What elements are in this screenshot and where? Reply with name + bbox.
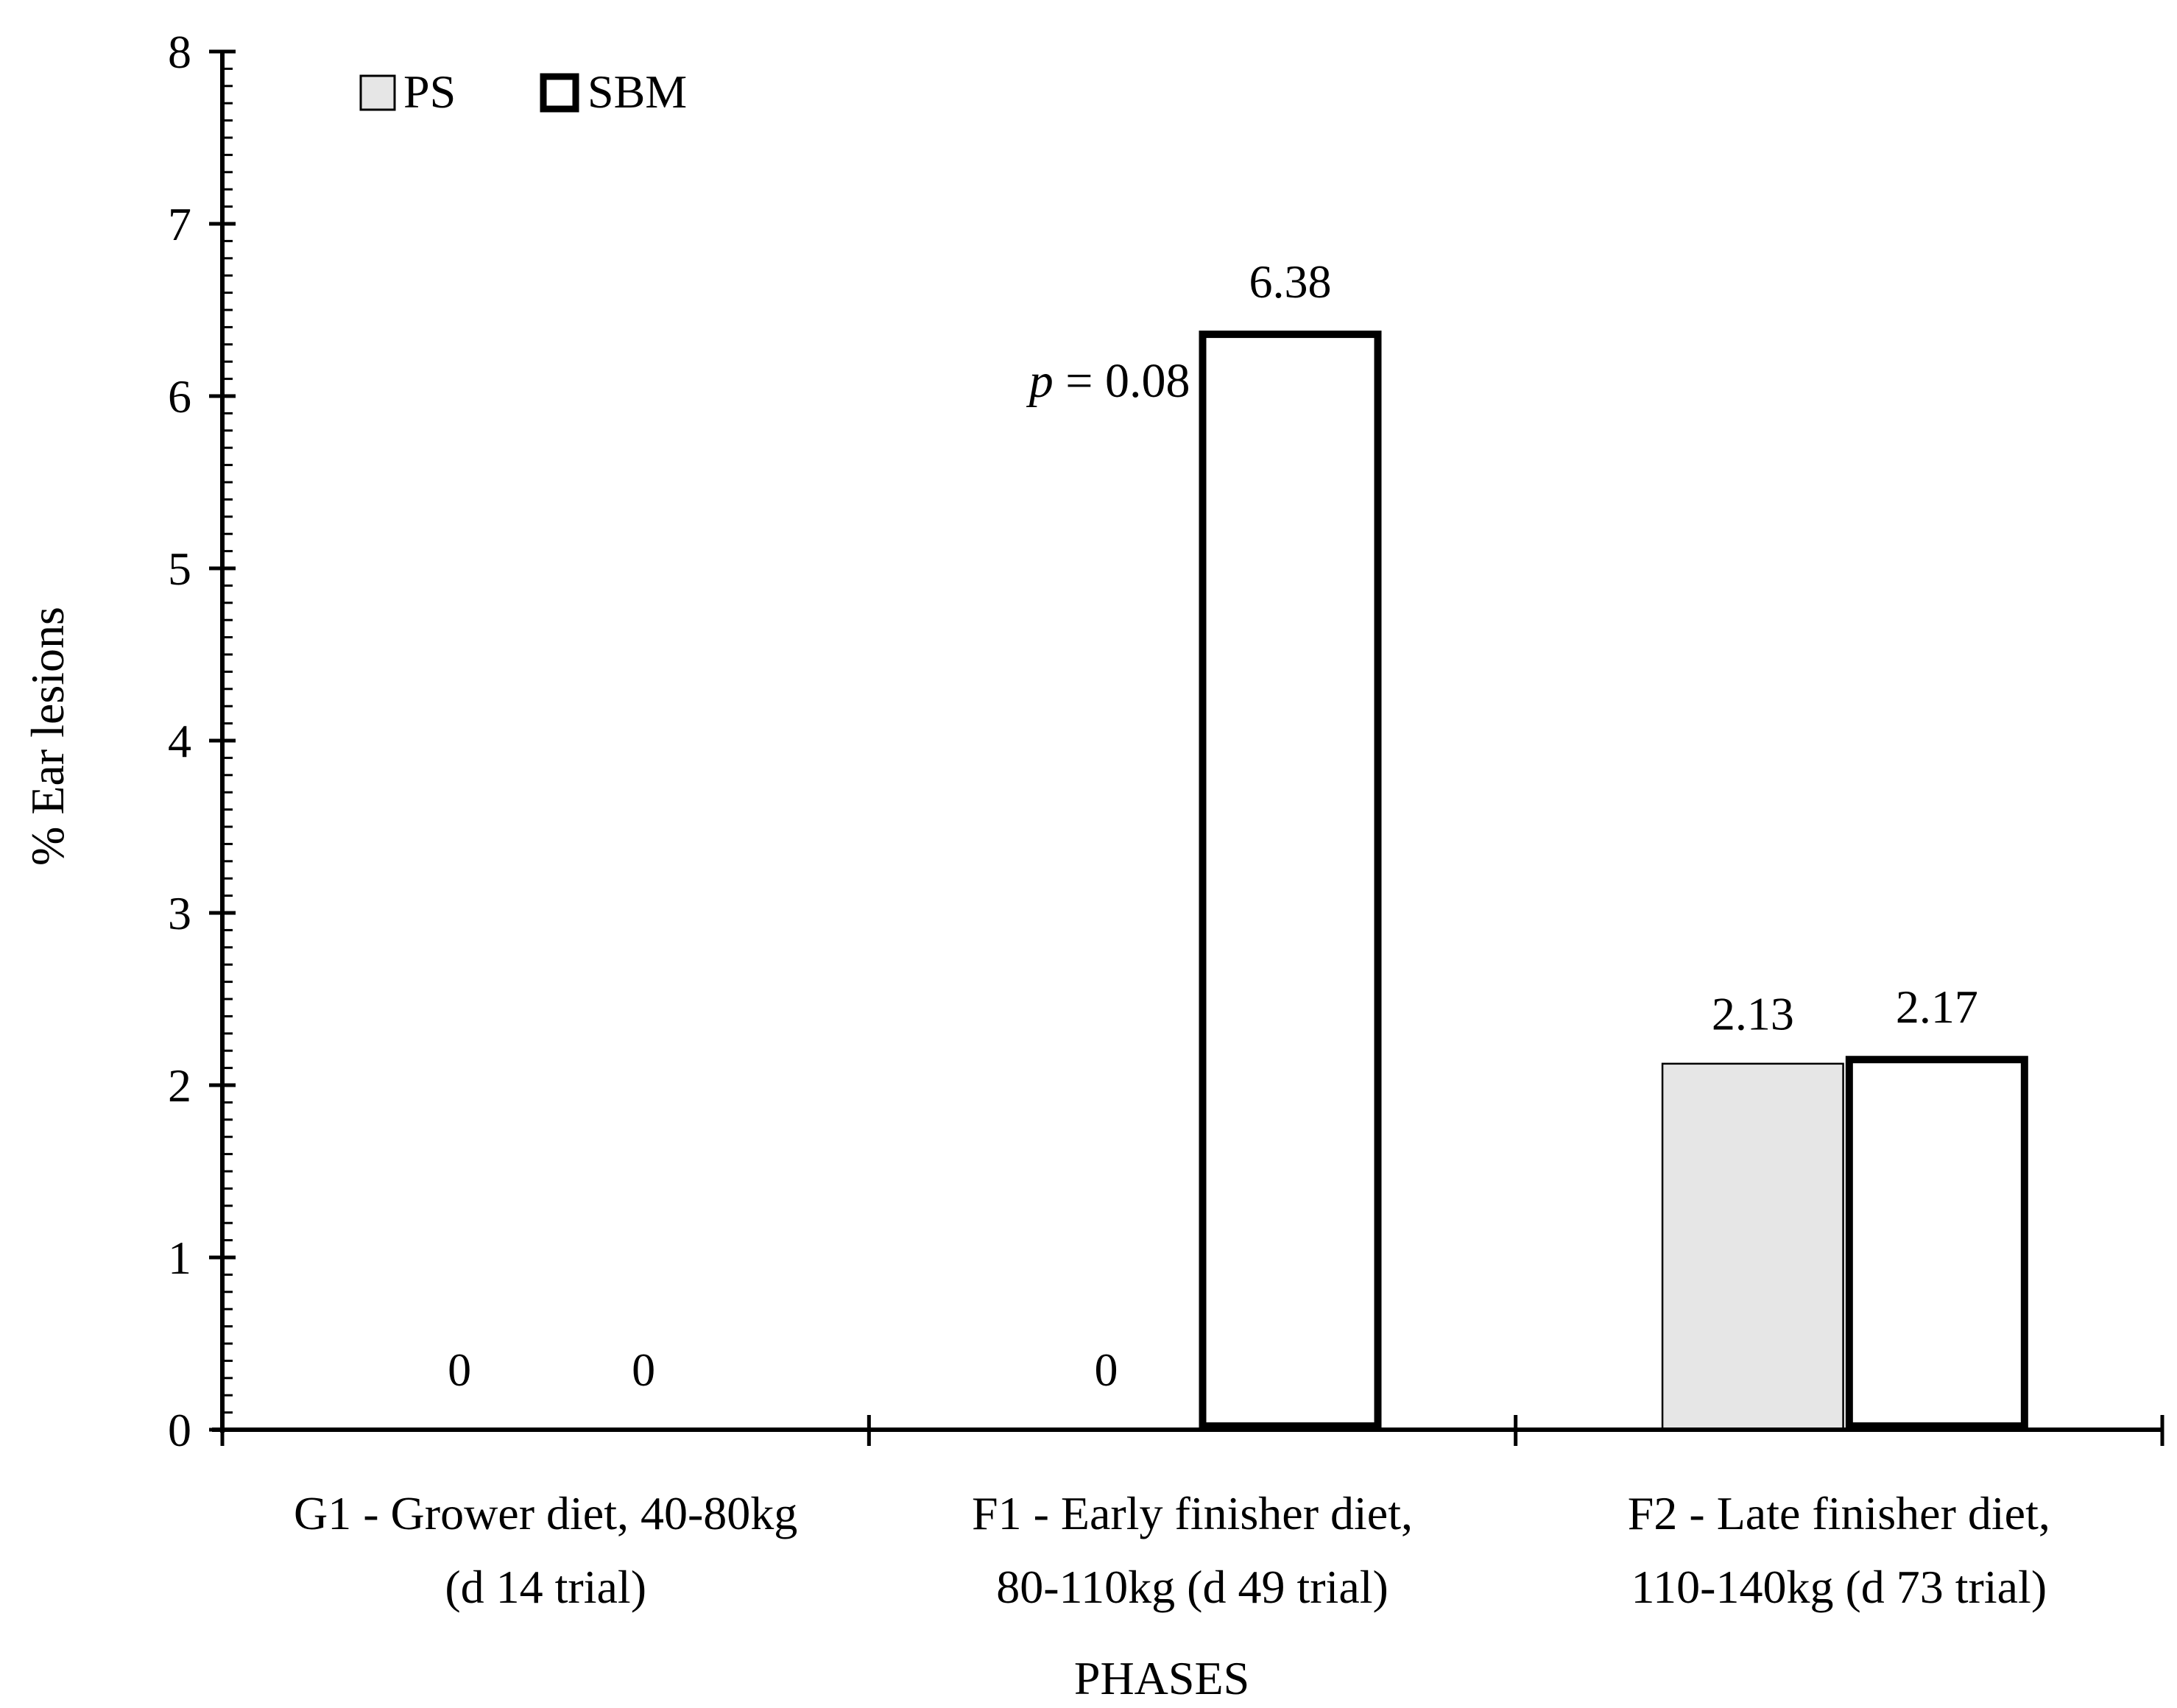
legend: PS SBM — [359, 66, 687, 118]
legend-label-ps: PS — [403, 66, 456, 118]
y-axis-title: % Ear lesions — [21, 607, 74, 866]
x-category-label-1-line-1: G1 - Grower diet, 40-80kg — [294, 1487, 797, 1539]
x-category-label-2-line-1: F1 - Early finisher diet, — [972, 1487, 1413, 1539]
labels: 0 0 2.13 0 6.38 2.17 0 1 2 3 4 5 6 7 8 G1 - Grower diet… — [168, 26, 2050, 1613]
legend-label-sbm: SBM — [588, 66, 687, 118]
bar-sbm-2 — [1199, 331, 1382, 1430]
y-tick-label-5: 5 — [168, 543, 191, 595]
y-tick-label-7: 7 — [168, 198, 191, 250]
p-value-text: = 0.08 — [1054, 354, 1190, 408]
data-label-sbm-3: 2.17 — [1896, 981, 1978, 1033]
y-tick-label-4: 4 — [168, 715, 191, 767]
data-label-sbm-1: 0 — [632, 1344, 655, 1396]
y-tick-label-3: 3 — [168, 887, 191, 939]
legend-swatch-ps — [359, 74, 396, 111]
y-tick-label-2: 2 — [168, 1059, 191, 1112]
y-tick-label-8: 8 — [168, 26, 191, 78]
data-label-sbm-2: 6.38 — [1249, 255, 1332, 308]
p-value-annotation: p = 0.08 — [1026, 354, 1190, 408]
data-label-ps-3: 2.13 — [1712, 988, 1794, 1040]
x-category-label-3-line-1: F2 - Late finisher diet, — [1628, 1487, 2050, 1539]
x-category-label-2-line-2: 80-110kg (d 49 trial) — [996, 1561, 1389, 1613]
axes — [209, 49, 2164, 1446]
x-axis-title: PHASES — [1074, 1652, 1249, 1704]
bar-ps-3 — [1661, 1062, 1844, 1430]
y-tick-label-1: 1 — [168, 1232, 191, 1284]
y-tick-label-6: 6 — [168, 370, 191, 423]
y-tick-label-0: 0 — [168, 1404, 191, 1456]
legend-swatch-sbm — [540, 73, 579, 113]
data-label-ps-2: 0 — [1095, 1344, 1118, 1396]
data-label-ps-1: 0 — [448, 1344, 471, 1396]
p-value-symbol: p — [1026, 354, 1054, 408]
bars — [1199, 331, 2028, 1430]
bar-sbm-3 — [1845, 1056, 2028, 1430]
x-category-label-3-line-2: 110-140kg (d 73 trial) — [1631, 1561, 2047, 1613]
x-category-label-1-line-2: (d 14 trial) — [445, 1561, 646, 1613]
